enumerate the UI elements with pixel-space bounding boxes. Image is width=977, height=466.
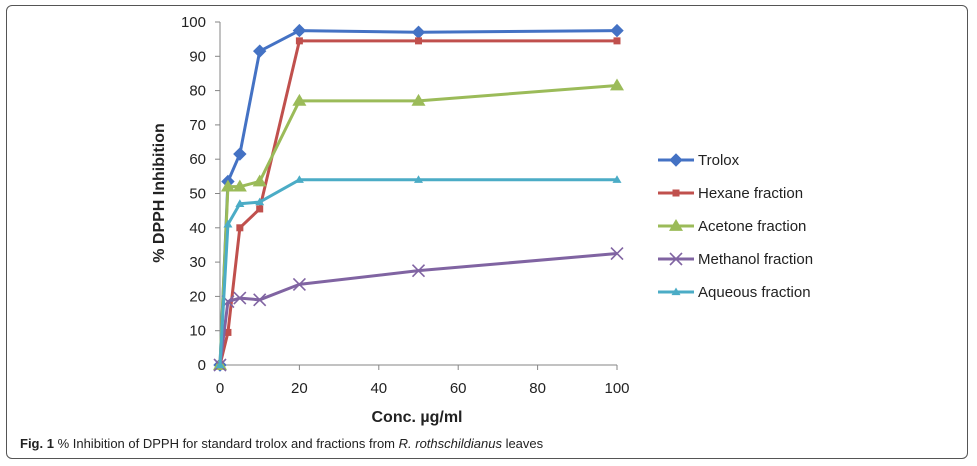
x-axis-title: Conc. µg/ml bbox=[372, 409, 463, 426]
x-tick-label: 40 bbox=[370, 380, 387, 397]
data-point bbox=[233, 147, 247, 161]
y-tick-label: 70 bbox=[189, 117, 206, 134]
legend-item-aqueous-fraction: Aqueous fraction bbox=[658, 284, 811, 301]
legend-label: Methanol fraction bbox=[698, 251, 813, 268]
data-point bbox=[411, 25, 426, 39]
legend-marker bbox=[672, 189, 680, 197]
data-point bbox=[610, 78, 624, 91]
data-point bbox=[236, 224, 244, 232]
x-marker-stroke bbox=[411, 264, 426, 278]
data-point bbox=[253, 293, 267, 307]
data-point bbox=[220, 179, 235, 192]
legend-label: Acetone fraction bbox=[698, 218, 806, 235]
legend-label: Hexane fraction bbox=[698, 185, 803, 202]
legend-item-methanol-fraction: Methanol fraction bbox=[658, 251, 813, 268]
data-point bbox=[610, 23, 624, 38]
data-point bbox=[252, 174, 267, 187]
series-methanol-fraction bbox=[213, 246, 624, 372]
axes: 0 10 20 30 40 50 60 70 80 90 100 0 20 40 60 80 100 bbox=[181, 14, 630, 397]
series-aqueous-fraction bbox=[215, 175, 622, 369]
legend: Trolox Hexane fraction Acetone fraction Met… bbox=[658, 152, 813, 301]
data-point bbox=[295, 37, 303, 45]
y-tick-label: 50 bbox=[189, 186, 206, 203]
y-tick-label: 20 bbox=[189, 288, 206, 305]
figure-caption: Fig. 1 % Inhibition of DPPH for standard… bbox=[20, 436, 543, 451]
series-hexane-fraction bbox=[216, 37, 621, 369]
x-tick-label: 60 bbox=[450, 380, 467, 397]
y-tick-label: 30 bbox=[189, 254, 206, 271]
data-point bbox=[292, 277, 306, 291]
legend-label: Aqueous fraction bbox=[698, 284, 811, 301]
caption-label: Fig. 1 bbox=[20, 436, 54, 451]
series-line bbox=[218, 178, 617, 366]
series-layer bbox=[213, 23, 624, 372]
caption-text-end: leaves bbox=[501, 436, 544, 451]
y-tick-label: 60 bbox=[189, 151, 206, 168]
legend-marker bbox=[671, 287, 681, 296]
series-acetone-fraction bbox=[213, 78, 624, 370]
data-point bbox=[292, 93, 307, 106]
data-point bbox=[224, 328, 232, 336]
y-tick-label: 80 bbox=[189, 83, 206, 100]
x-tick-label: 20 bbox=[291, 380, 308, 397]
legend-marker bbox=[669, 153, 683, 167]
legend-marker bbox=[669, 219, 683, 231]
y-tick-label: 90 bbox=[189, 48, 206, 65]
legend-marker bbox=[669, 252, 683, 266]
x-tick-label: 80 bbox=[529, 380, 546, 397]
data-point bbox=[414, 175, 423, 183]
legend-item-acetone-fraction: Acetone fraction bbox=[658, 218, 806, 235]
y-tick-label: 0 bbox=[198, 357, 206, 374]
series-trolox bbox=[213, 23, 624, 372]
data-point bbox=[235, 199, 245, 207]
data-point bbox=[610, 246, 624, 261]
data-point bbox=[292, 23, 307, 38]
y-tick-label: 100 bbox=[181, 14, 206, 31]
y-axis-title: % DPPH Inhibition bbox=[151, 123, 168, 263]
legend-label: Trolox bbox=[698, 152, 740, 169]
data-point bbox=[612, 175, 622, 183]
x-marker-stroke bbox=[292, 277, 306, 291]
data-point bbox=[415, 37, 422, 45]
data-point bbox=[411, 93, 426, 106]
y-tick-label: 40 bbox=[189, 220, 206, 237]
data-point bbox=[252, 44, 267, 58]
figure-frame bbox=[6, 5, 968, 459]
data-point bbox=[215, 360, 225, 369]
series-line bbox=[218, 29, 618, 366]
data-point bbox=[255, 197, 265, 206]
x-marker-stroke bbox=[610, 246, 624, 261]
legend-item-trolox: Trolox bbox=[658, 152, 740, 169]
data-point bbox=[232, 179, 247, 192]
data-point bbox=[223, 219, 233, 228]
x-marker-stroke bbox=[669, 252, 683, 266]
x-tick-label: 100 bbox=[604, 380, 629, 397]
caption-text: % Inhibition of DPPH for standard trolox… bbox=[53, 436, 399, 451]
x-tick-label: 0 bbox=[216, 380, 224, 397]
x-marker-stroke bbox=[253, 293, 267, 307]
data-point bbox=[411, 264, 426, 278]
x-marker-stroke bbox=[233, 291, 247, 305]
data-point bbox=[613, 37, 621, 45]
legend-item-hexane-fraction: Hexane fraction bbox=[658, 185, 803, 202]
caption-species: R. rothschildianus bbox=[398, 436, 502, 451]
data-point bbox=[233, 291, 247, 305]
y-tick-label: 10 bbox=[189, 323, 206, 340]
data-point bbox=[256, 205, 264, 213]
data-point bbox=[294, 175, 304, 183]
